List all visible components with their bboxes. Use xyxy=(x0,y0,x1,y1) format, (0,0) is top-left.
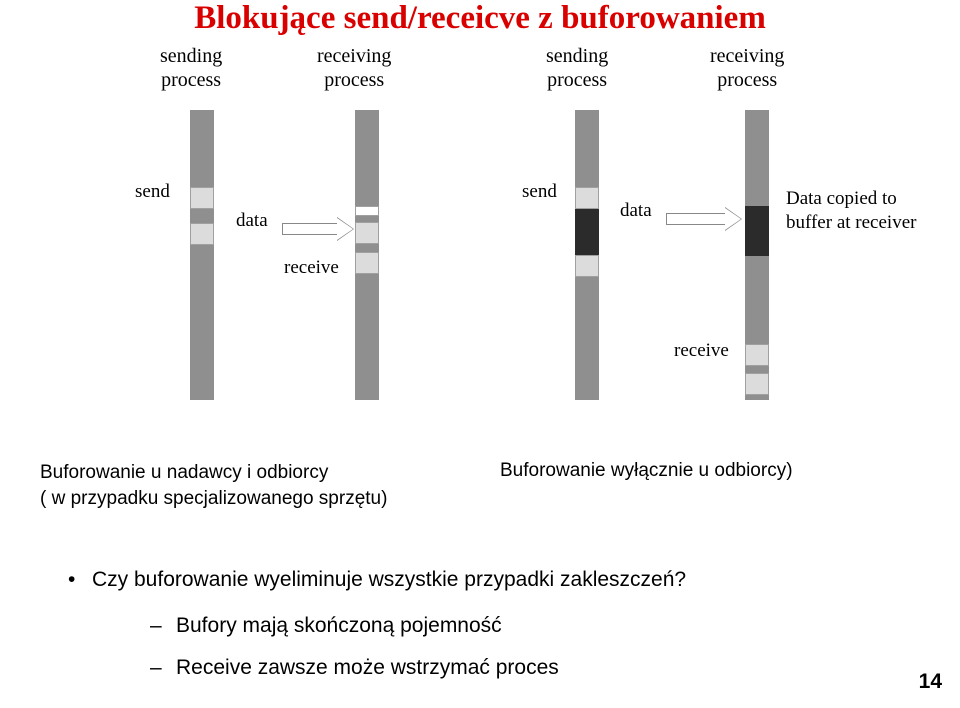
col-label-receiving-2: receiving process xyxy=(710,44,784,92)
dash-icon: – xyxy=(150,614,176,638)
col-label-receiving-1: receiving process xyxy=(317,44,391,92)
label-send-2: send xyxy=(522,181,557,203)
bullet-sub1-text: Bufory mają skończoną pojemność xyxy=(176,614,502,637)
col-label-line2: process xyxy=(161,69,221,91)
label-copied-l1: Data copied to xyxy=(786,188,897,209)
col-label-line1: sending xyxy=(160,45,222,67)
col-label-line1: sending xyxy=(546,45,608,67)
page-number: 14 xyxy=(919,670,942,694)
label-receive-1: receive xyxy=(284,257,339,279)
col-label-line1: receiving xyxy=(710,45,784,67)
label-receive-2: receive xyxy=(674,340,729,362)
caption-left-l1: Buforowanie u nadawcy i odbiorcy xyxy=(40,462,328,483)
bar-sending-2 xyxy=(575,110,599,400)
col-label-line1: receiving xyxy=(317,45,391,67)
dash-icon: – xyxy=(150,656,176,680)
label-data-1: data xyxy=(236,210,268,232)
col-label-sending-1: sending process xyxy=(160,44,222,92)
col-label-line2: process xyxy=(547,69,607,91)
bar-receiving-2 xyxy=(745,110,769,400)
label-copied: Data copied to buffer at receiver xyxy=(786,187,916,235)
bullet-main-text: Czy buforowanie wyeliminuje wszystkie pr… xyxy=(92,568,686,591)
bullet-sub1: –Bufory mają skończoną pojemność xyxy=(150,614,502,638)
bar-sending-1 xyxy=(190,110,214,400)
bullet-sub2-text: Receive zawsze może wstrzymać proces xyxy=(176,656,559,679)
caption-left-l2: ( w przypadku specjalizowanego sprzętu) xyxy=(40,488,387,509)
col-label-sending-2: sending process xyxy=(546,44,608,92)
bullet-dot: • xyxy=(68,568,92,592)
bullet-main: •Czy buforowanie wyeliminuje wszystkie p… xyxy=(68,568,686,592)
label-data-2: data xyxy=(620,200,652,222)
slide-title: Blokujące send/receicve z buforowaniem xyxy=(0,0,960,37)
bullet-sub2: –Receive zawsze może wstrzymać proces xyxy=(150,656,559,680)
arrow-data-2 xyxy=(666,208,744,230)
caption-right: Buforowanie wyłącznie u odbiorcy) xyxy=(500,460,793,482)
arrow-data-1 xyxy=(282,218,354,240)
col-label-line2: process xyxy=(324,69,384,91)
col-label-line2: process xyxy=(717,69,777,91)
caption-left: Buforowanie u nadawcy i odbiorcy ( w prz… xyxy=(40,460,387,511)
bar-receiving-1 xyxy=(355,110,379,400)
label-send-1: send xyxy=(135,181,170,203)
label-copied-l2: buffer at receiver xyxy=(786,212,916,233)
